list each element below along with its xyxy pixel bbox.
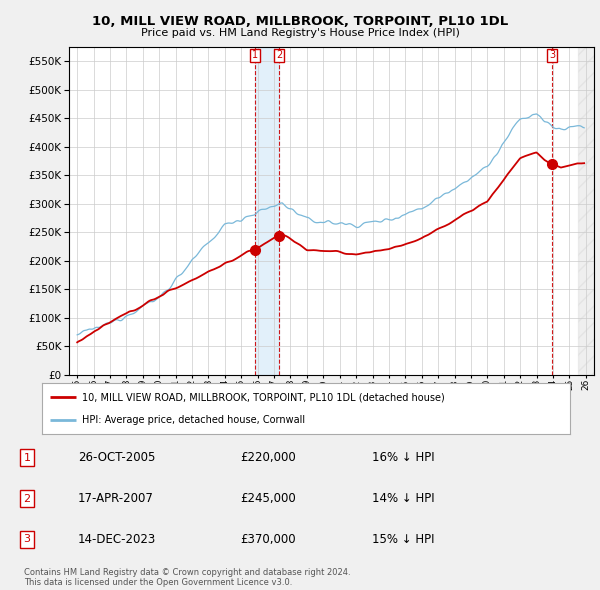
Text: Contains HM Land Registry data © Crown copyright and database right 2024.
This d: Contains HM Land Registry data © Crown c… — [24, 568, 350, 587]
Text: 17-APR-2007: 17-APR-2007 — [78, 492, 154, 505]
Text: 3: 3 — [549, 51, 556, 60]
Text: 14% ↓ HPI: 14% ↓ HPI — [372, 492, 434, 505]
Text: 3: 3 — [23, 535, 31, 545]
Text: 2: 2 — [23, 494, 31, 503]
Text: Price paid vs. HM Land Registry's House Price Index (HPI): Price paid vs. HM Land Registry's House … — [140, 28, 460, 38]
Text: 1: 1 — [251, 51, 258, 60]
Text: 10, MILL VIEW ROAD, MILLBROOK, TORPOINT, PL10 1DL (detached house): 10, MILL VIEW ROAD, MILLBROOK, TORPOINT,… — [82, 392, 445, 402]
Text: 10, MILL VIEW ROAD, MILLBROOK, TORPOINT, PL10 1DL: 10, MILL VIEW ROAD, MILLBROOK, TORPOINT,… — [92, 15, 508, 28]
Text: 1: 1 — [23, 453, 31, 463]
Text: 2: 2 — [276, 51, 282, 60]
Text: £370,000: £370,000 — [240, 533, 296, 546]
Text: 16% ↓ HPI: 16% ↓ HPI — [372, 451, 434, 464]
Text: 14-DEC-2023: 14-DEC-2023 — [78, 533, 156, 546]
Bar — [255, 47, 279, 375]
Text: HPI: Average price, detached house, Cornwall: HPI: Average price, detached house, Corn… — [82, 415, 305, 425]
Text: 26-OCT-2005: 26-OCT-2005 — [78, 451, 155, 464]
Bar — [578, 47, 594, 375]
Text: £245,000: £245,000 — [240, 492, 296, 505]
Text: £220,000: £220,000 — [240, 451, 296, 464]
Text: 15% ↓ HPI: 15% ↓ HPI — [372, 533, 434, 546]
